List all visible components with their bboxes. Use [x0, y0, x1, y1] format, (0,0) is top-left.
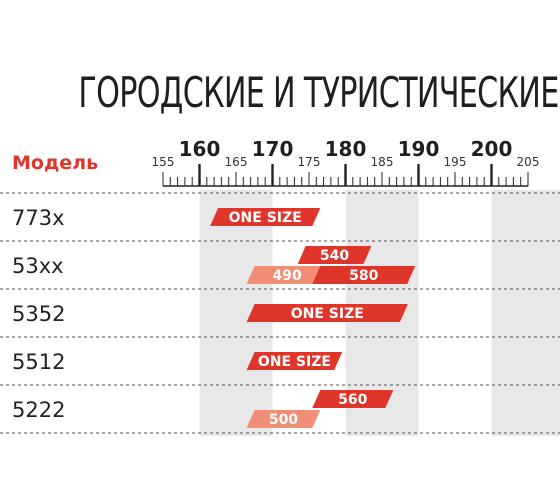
- range-bar-5222-560: [312, 390, 394, 408]
- range-bar-53xx-490: [246, 266, 328, 284]
- model-column-header: Модель: [12, 152, 98, 174]
- row-label-5512: 5512: [12, 350, 65, 374]
- x-tick-label-minor: 195: [444, 155, 467, 169]
- bar-label: 580: [349, 268, 378, 284]
- bar-label: ONE SIZE: [291, 306, 364, 322]
- x-tick-label-major: 200: [471, 137, 513, 161]
- bar-label: 500: [269, 412, 298, 428]
- row-label-773x: 773x: [12, 206, 65, 230]
- range-bar-53xx-580: [312, 266, 416, 284]
- x-tick-label-major: 190: [398, 137, 440, 161]
- bar-label: 490: [272, 268, 301, 284]
- x-tick-label-major: 180: [325, 137, 367, 161]
- x-tick-label-minor: 205: [517, 155, 540, 169]
- x-tick-label-major: 170: [252, 137, 294, 161]
- bar-label: 560: [338, 392, 367, 408]
- x-tick-label-minor: 175: [298, 155, 321, 169]
- row-label-53xx: 53xx: [12, 254, 64, 278]
- range-bar-5352-one-size: [246, 304, 408, 322]
- x-tick-label-minor: 155: [152, 155, 175, 169]
- x-tick-label-major: 160: [179, 137, 221, 161]
- range-bar-773x-one-size: [210, 208, 321, 226]
- bar-label: ONE SIZE: [258, 354, 331, 370]
- x-tick-label-minor: 165: [225, 155, 248, 169]
- page-title: ГОРОДСКИЕ И ТУРИСТИЧЕСКИЕ: [78, 68, 559, 117]
- range-bar-53xx-540: [297, 246, 372, 264]
- range-bar-5512-one-size: [246, 352, 343, 370]
- x-tick-label-minor: 185: [371, 155, 394, 169]
- shaded-band-2: [491, 190, 560, 436]
- range-bar-5222-500: [246, 410, 321, 428]
- row-label-5352: 5352: [12, 302, 65, 326]
- row-label-5222: 5222: [12, 398, 65, 422]
- bar-label: 540: [320, 248, 349, 264]
- bar-label: ONE SIZE: [229, 210, 302, 226]
